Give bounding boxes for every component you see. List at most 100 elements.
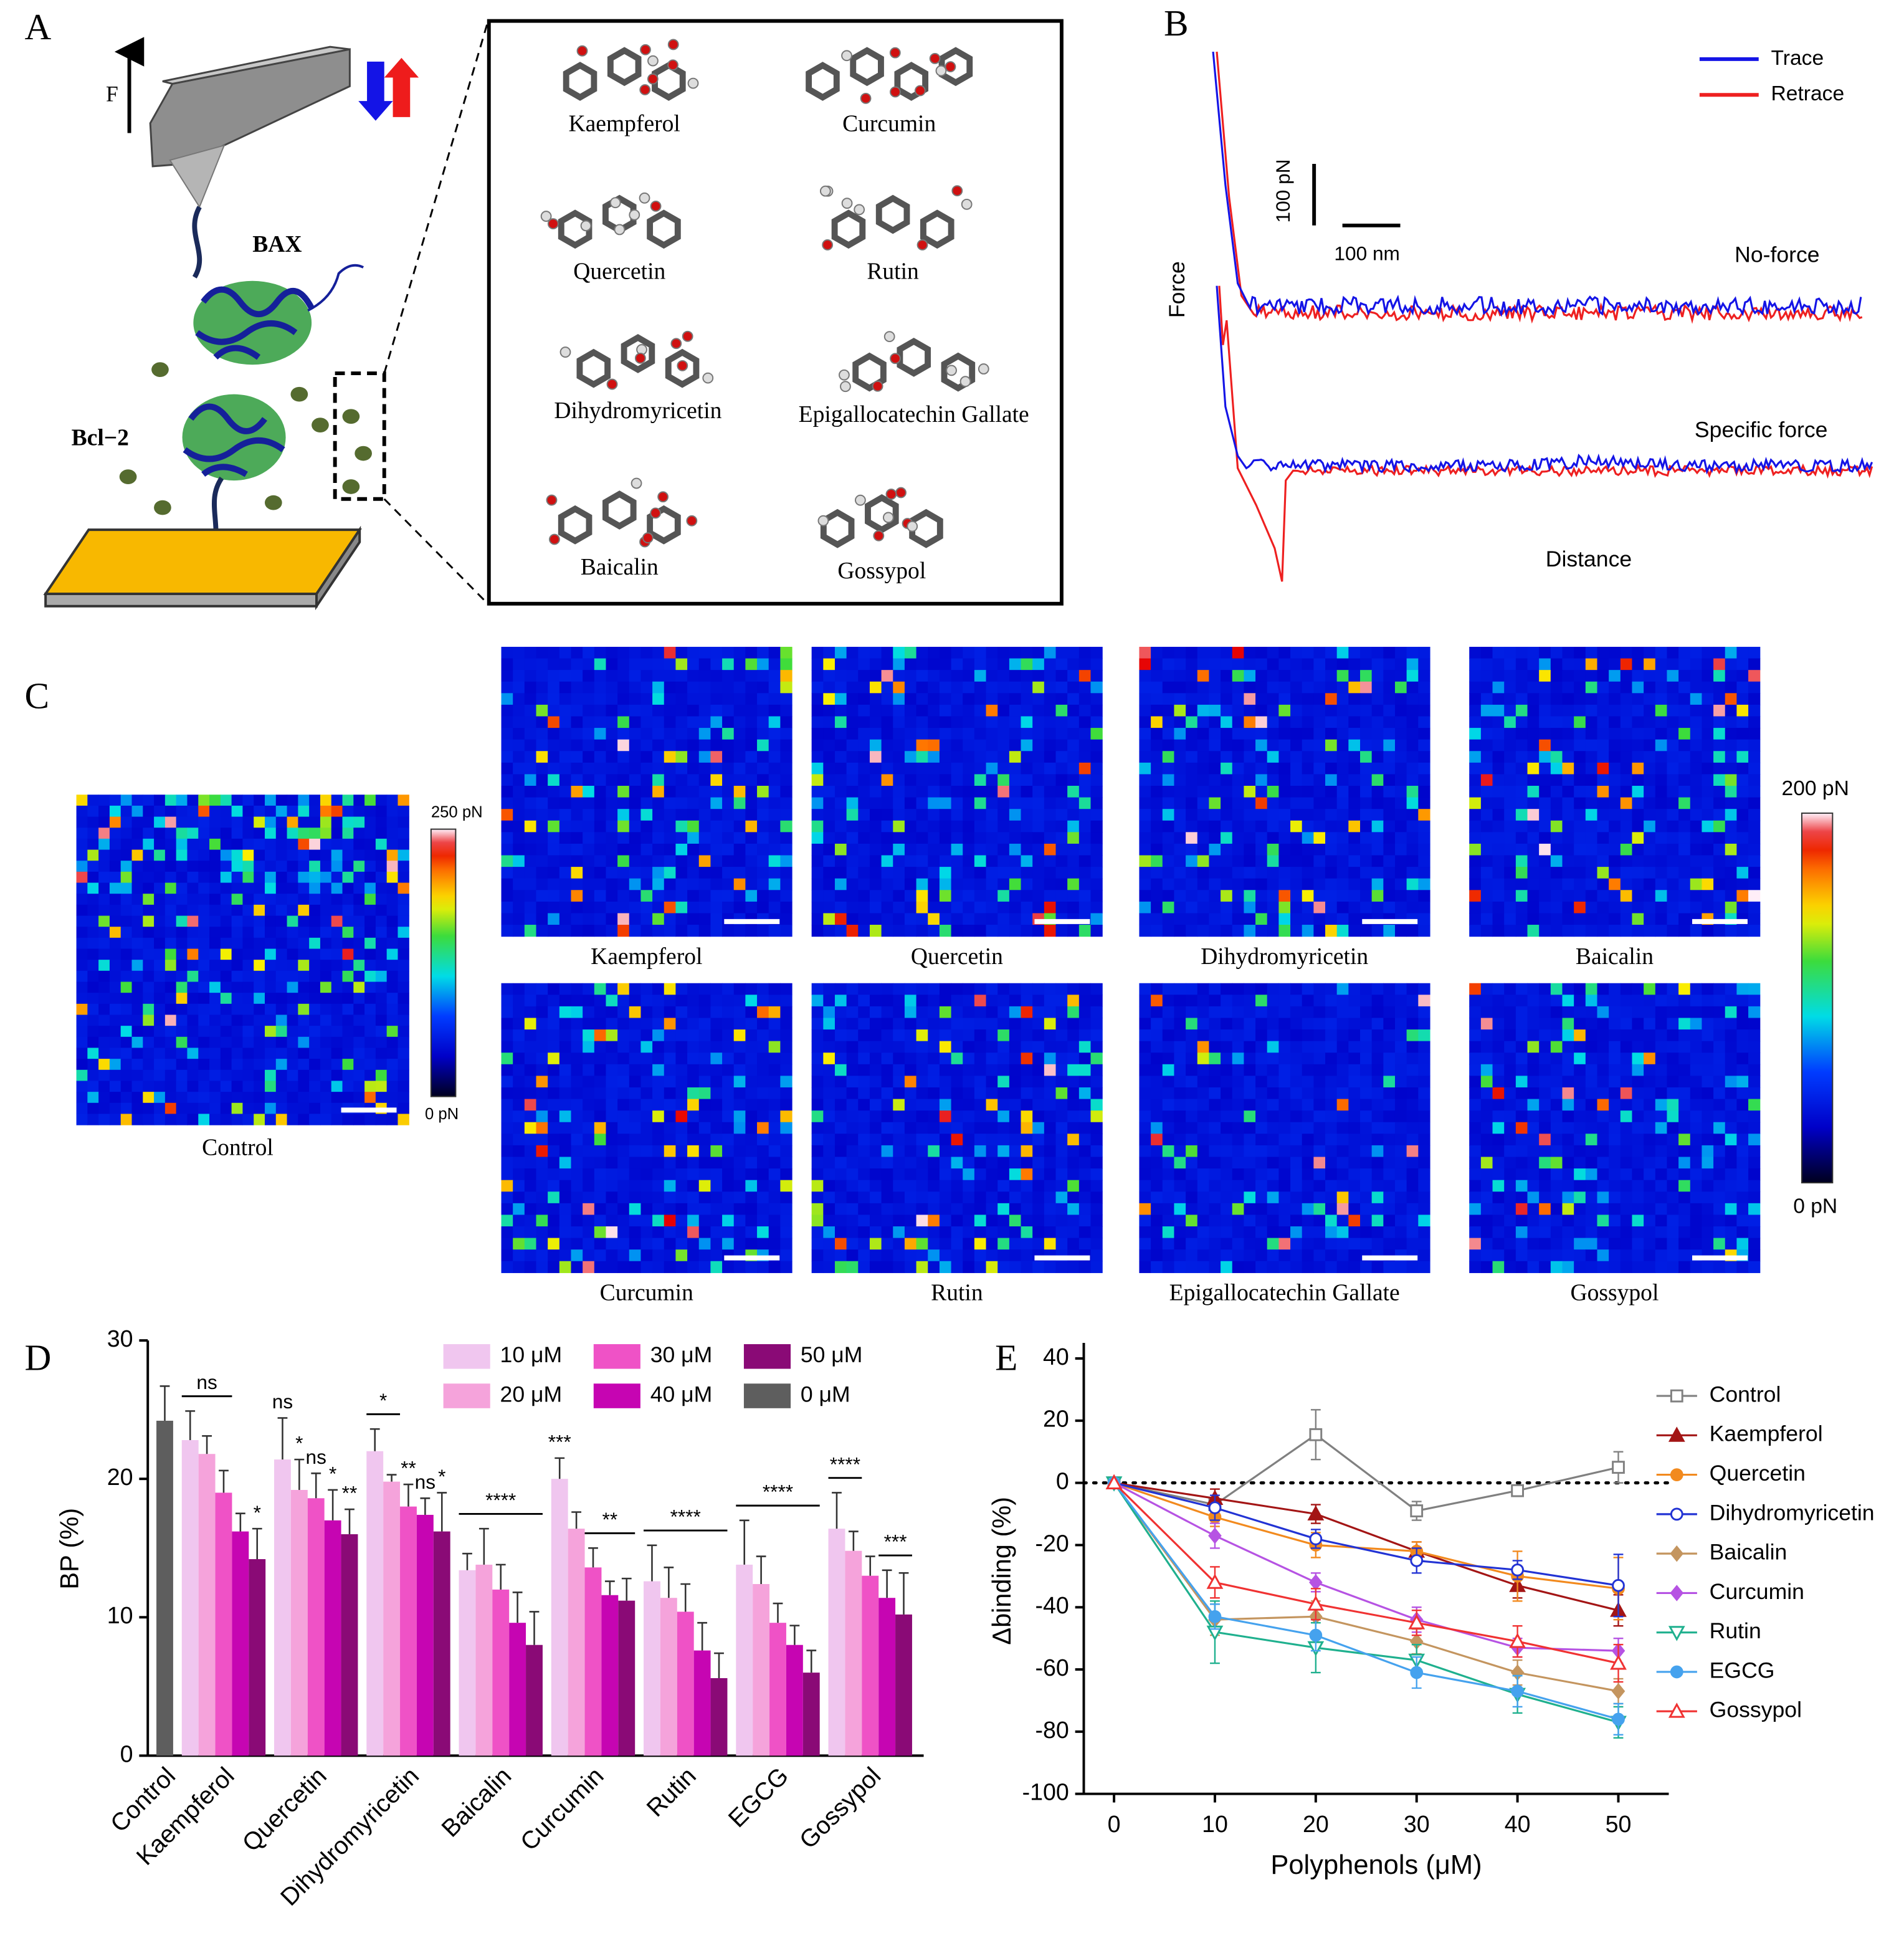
map-cell [1469, 925, 1482, 937]
map-cell [1021, 774, 1033, 786]
map-cell [1736, 843, 1749, 856]
map-cell [974, 797, 987, 809]
map-cell [513, 843, 525, 856]
map-cell [1394, 646, 1407, 659]
map-cell [1290, 797, 1303, 809]
map-label: Rutin [931, 1281, 983, 1306]
map-cell [98, 838, 110, 851]
map-cell [1504, 867, 1516, 879]
map-cell [823, 901, 835, 914]
map-cell [664, 1041, 677, 1053]
map-cell [834, 728, 847, 740]
map-cell [254, 1003, 265, 1016]
map-cell [928, 1122, 940, 1134]
map-cell [583, 670, 595, 682]
map-cell [629, 786, 642, 798]
map-label: Baicalin [1576, 944, 1654, 970]
map-cell [780, 1053, 793, 1065]
map-cell [1278, 739, 1291, 752]
map-cell [231, 861, 244, 872]
map-cell [397, 1059, 409, 1071]
map-cell [287, 948, 298, 960]
map-cell [1527, 693, 1540, 705]
map-cell [536, 1064, 548, 1077]
map-cell [1527, 658, 1540, 671]
map-cell [629, 751, 642, 763]
map-cell [1197, 786, 1210, 798]
map-cell [1186, 693, 1198, 705]
map-cell [1632, 739, 1644, 752]
map-cell [1383, 704, 1396, 717]
map-cell [640, 995, 653, 1007]
map-cell [928, 1087, 940, 1100]
map-cell [710, 820, 723, 833]
map-cell [176, 1102, 188, 1115]
map-cell [287, 828, 298, 839]
map-cell [757, 681, 769, 694]
map-cell [1418, 809, 1430, 821]
map-cell [309, 927, 321, 938]
map-cell [1302, 901, 1314, 914]
map-cell [1032, 1145, 1045, 1158]
map-cell [559, 1099, 572, 1111]
map-cell [733, 646, 746, 659]
map-cell [757, 1122, 769, 1134]
map-cell [928, 716, 940, 728]
map-cell [309, 970, 321, 983]
map-cell [1032, 739, 1045, 752]
map-cell [1325, 890, 1338, 902]
map-cell [109, 861, 121, 872]
map-cell [606, 739, 618, 752]
map-cell [513, 890, 525, 902]
map-cell [548, 901, 560, 914]
map-cell [287, 981, 298, 993]
map-cell [780, 1157, 793, 1169]
map-cell [823, 1006, 835, 1019]
map-cell [1186, 820, 1198, 833]
map-cell [176, 828, 188, 839]
map-cell [869, 1191, 882, 1204]
map-cell [131, 894, 143, 905]
map-cell [353, 993, 365, 1005]
map-cell [1090, 762, 1103, 775]
map-cell [1597, 797, 1609, 809]
map-cell [858, 867, 870, 879]
atom [677, 360, 688, 371]
map-cell [846, 1006, 859, 1019]
atom [935, 65, 947, 77]
map-cell [143, 937, 155, 950]
map-cell [780, 1215, 793, 1227]
map-cell [1539, 820, 1551, 833]
map-cell [524, 646, 537, 659]
map-cell [1055, 820, 1068, 833]
map-cell [1418, 925, 1430, 937]
map-cell [893, 658, 905, 671]
map-cell [997, 670, 1010, 682]
map-cell [951, 983, 963, 995]
map-cell [1090, 855, 1103, 867]
map-cell [745, 832, 758, 844]
map-cell [1055, 786, 1068, 798]
map-cell [397, 960, 409, 971]
map-cell [745, 809, 758, 821]
map-cell [548, 751, 560, 763]
map-cell [664, 1238, 677, 1250]
map-cell [1736, 704, 1749, 717]
map-cell [629, 1145, 642, 1158]
map-cell [606, 1226, 618, 1239]
map-cell [559, 890, 572, 902]
map-cell [524, 797, 537, 809]
map-cell [939, 1029, 952, 1042]
map-cell [1255, 704, 1268, 717]
force-map [1469, 646, 1761, 937]
map-cell [320, 1014, 332, 1026]
map-cell [640, 1076, 653, 1088]
map-cell [846, 1157, 859, 1169]
map-cell [559, 832, 572, 844]
map-cell [536, 1168, 548, 1181]
map-cell [131, 1059, 143, 1071]
map-cell [1302, 681, 1314, 694]
map-cell [1644, 658, 1656, 671]
map-cell [675, 704, 688, 717]
bcl2-protein [182, 394, 286, 481]
